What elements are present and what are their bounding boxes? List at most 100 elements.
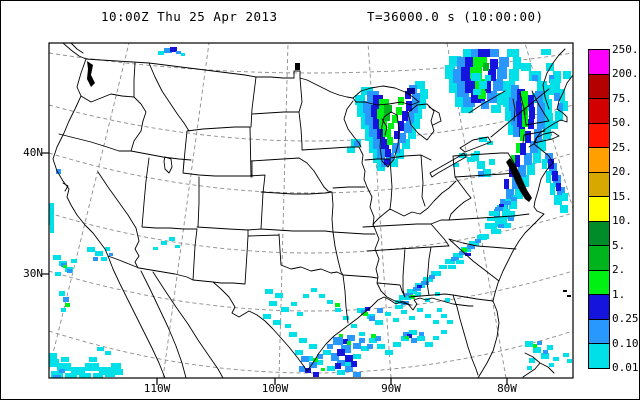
- precip-cell: [441, 314, 447, 318]
- precip-cell: [398, 97, 404, 105]
- precip-cell: [487, 91, 497, 103]
- colorbar-cell: [589, 269, 609, 295]
- precip-cell: [49, 213, 54, 225]
- precip-cell: [57, 363, 71, 371]
- precip-cell: [520, 129, 525, 141]
- precip-cell: [459, 251, 467, 255]
- precip-cell: [49, 359, 59, 367]
- precip-cell: [550, 79, 560, 89]
- lat-tick-label: 40N: [23, 146, 43, 159]
- precip-cell: [59, 369, 65, 373]
- precip-cell: [176, 51, 181, 54]
- precip-cell: [331, 353, 339, 361]
- precip-cell: [554, 195, 562, 205]
- precip-cell: [524, 153, 532, 165]
- precip-cell: [528, 95, 534, 107]
- precip-cell: [546, 63, 554, 71]
- precip-cell: [61, 357, 69, 362]
- colorbar-label: 0.25: [612, 312, 639, 326]
- precip-cell: [465, 57, 477, 67]
- precip-cell: [93, 257, 98, 261]
- precip-cell: [321, 368, 325, 371]
- precip-cell: [335, 303, 340, 307]
- precip-cell: [489, 159, 495, 165]
- colorbar-cell: [589, 171, 609, 197]
- precip-cell: [493, 79, 503, 91]
- precip-cell: [408, 129, 416, 139]
- precip-cell: [498, 224, 504, 228]
- precip-cell: [461, 105, 473, 113]
- precip-cell: [359, 338, 365, 343]
- precip-cell: [95, 251, 103, 256]
- precip-cell: [467, 245, 475, 249]
- precip-cell: [511, 85, 519, 97]
- precip-cell: [385, 312, 391, 316]
- precip-cell: [545, 113, 553, 127]
- precip-cell: [335, 308, 341, 312]
- colorbar-cell: [589, 220, 609, 246]
- colorbar-cell: [589, 122, 609, 148]
- forecast-time-label: T=36000.0 s (10:00:00): [367, 9, 544, 24]
- colorbar-label: 25.: [612, 140, 632, 154]
- precip-cell: [504, 179, 509, 189]
- precip-cell: [401, 310, 407, 314]
- precip-cell: [367, 344, 373, 349]
- precip-cell: [412, 93, 420, 103]
- lon-tick-label: 90W: [381, 382, 401, 395]
- precip-cell: [353, 354, 361, 359]
- precip-cell: [365, 113, 375, 125]
- precip-cell: [538, 139, 546, 151]
- colorbar-cell: [589, 73, 609, 99]
- colorbar-label: 200.: [612, 67, 639, 81]
- precip-cell: [533, 344, 537, 348]
- precip-cell: [164, 48, 172, 53]
- precip-cell: [456, 260, 464, 264]
- precip-cell: [533, 151, 541, 163]
- precip-cell: [309, 344, 317, 349]
- precip-cell: [396, 149, 404, 159]
- precip-cell: [317, 354, 323, 359]
- precip-cell: [488, 69, 496, 81]
- precip-cell: [521, 91, 528, 103]
- precip-cell: [481, 101, 489, 109]
- precip-cell: [85, 363, 99, 371]
- precip-cell: [420, 89, 428, 99]
- precip-cell: [495, 217, 507, 223]
- precip-cell: [385, 350, 393, 355]
- precip-cell: [511, 111, 519, 125]
- precip-cell: [169, 237, 175, 241]
- precip-cell: [529, 358, 535, 363]
- precip-cell: [337, 370, 345, 375]
- colorbar-label: 0.01: [612, 361, 639, 374]
- precip-cell: [567, 359, 572, 363]
- precip-cell: [384, 105, 392, 113]
- precip-cell: [548, 159, 554, 169]
- precip-cell: [327, 344, 333, 349]
- precip-cell: [547, 85, 557, 95]
- precip-cell: [537, 341, 542, 345]
- precip-cell: [363, 312, 368, 316]
- precip-cell: [353, 343, 361, 349]
- precip-cell: [431, 271, 441, 276]
- precip-cell: [471, 73, 481, 81]
- precip-cell: [175, 245, 180, 248]
- precip-cell: [383, 129, 391, 137]
- precip-cell: [541, 353, 549, 359]
- precip-cell: [501, 223, 511, 228]
- precip-cell: [563, 71, 571, 79]
- precip-cell: [475, 239, 481, 243]
- precip-cell: [373, 137, 383, 149]
- precip-cell: [557, 89, 565, 101]
- colorbar-cell: [589, 147, 609, 172]
- precip-cell: [343, 339, 348, 344]
- precip-cell: [345, 366, 353, 372]
- precip-cell: [392, 115, 398, 123]
- precip-cell: [361, 346, 369, 351]
- precip-cell: [505, 81, 513, 93]
- precip-cell: [483, 63, 489, 71]
- precip-cell: [63, 297, 69, 302]
- precip-cell: [543, 350, 548, 354]
- precip-cell: [319, 294, 325, 298]
- precip-cell: [365, 307, 370, 311]
